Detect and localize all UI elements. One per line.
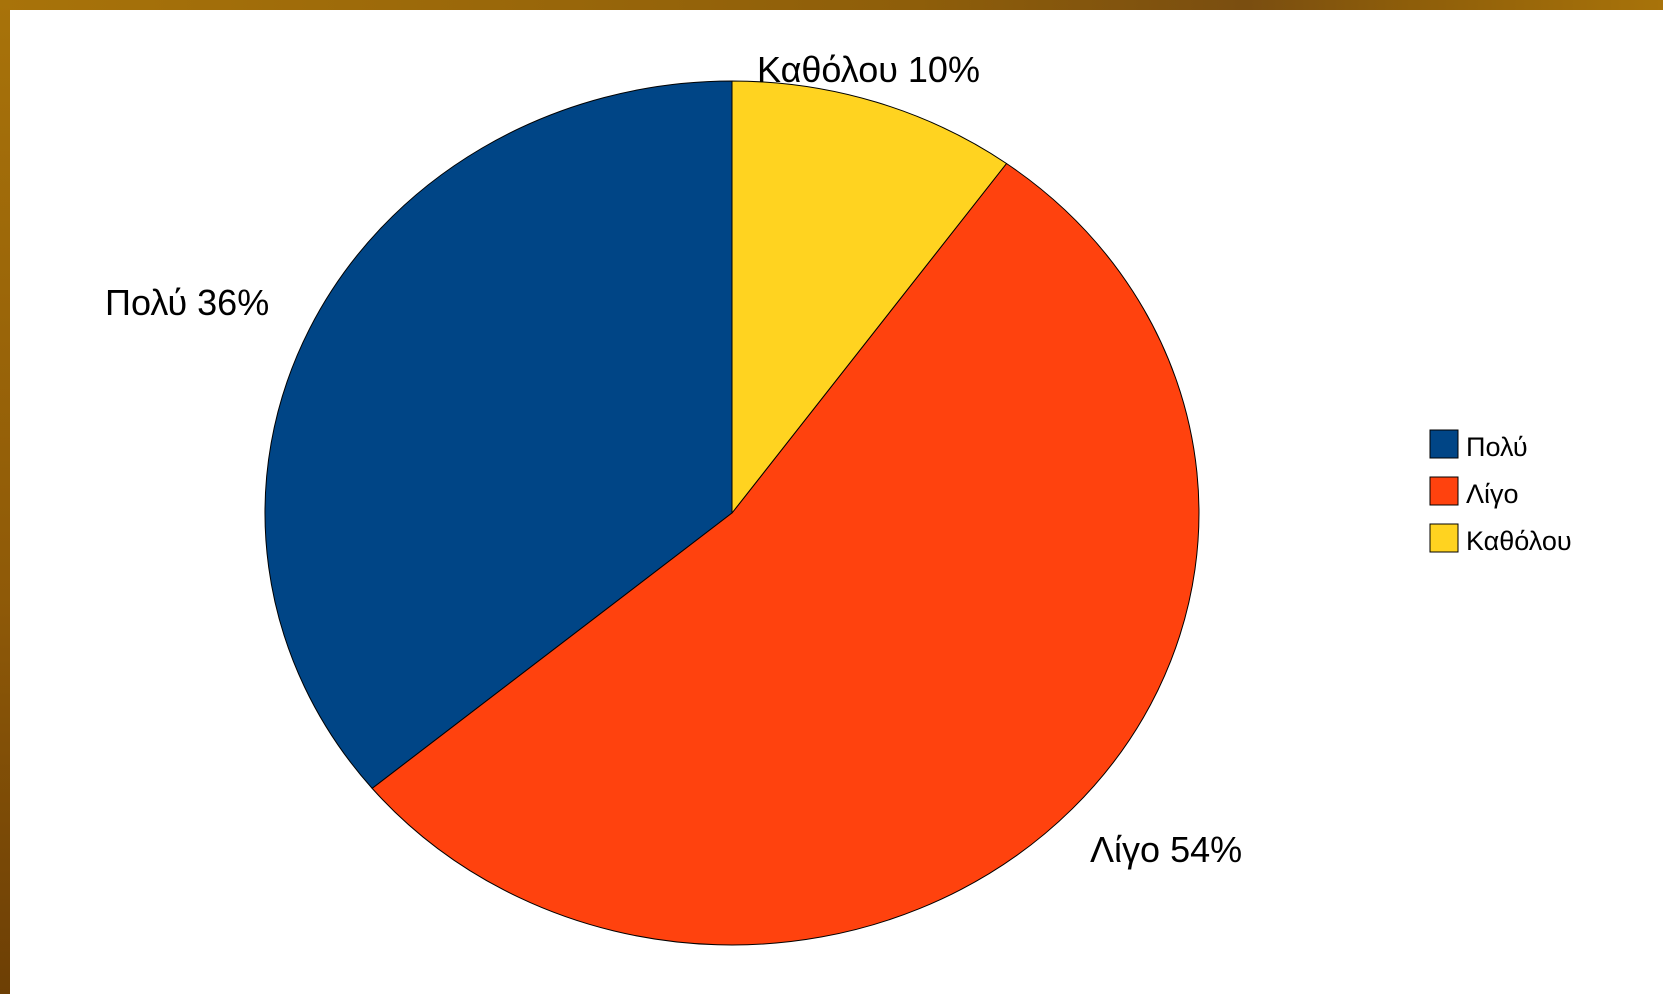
chart-legend: Πολύ Λίγο Καθόλου <box>1429 429 1572 556</box>
legend-swatch-ligo <box>1429 476 1459 506</box>
slice-labels: Πολύ 36% Λίγο 54% Καθόλου 10% <box>105 49 1242 870</box>
pie-slice-ligo <box>371 163 1200 946</box>
slide-frame-top <box>0 0 1663 10</box>
legend-label-poly: Πολύ <box>1466 432 1528 462</box>
pie-slice-katholou <box>731 80 1007 514</box>
pie-slice-poly <box>264 80 733 789</box>
slice-label-poly: Πολύ 36% <box>105 282 269 323</box>
slice-label-katholou: Καθόλου 10% <box>757 49 980 90</box>
slice-label-ligo: Λίγο 54% <box>1090 829 1242 870</box>
legend-swatch-poly <box>1429 429 1459 459</box>
legend-swatch-katholou <box>1429 523 1459 553</box>
legend-label-ligo: Λίγο <box>1466 479 1519 509</box>
pie-slices <box>264 80 1200 946</box>
legend-label-katholou: Καθόλου <box>1466 526 1572 556</box>
slide-frame-left <box>0 0 10 994</box>
